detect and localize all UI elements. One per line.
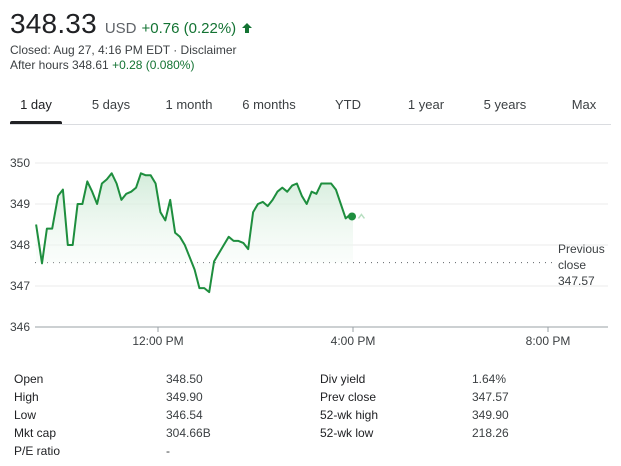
stat-row: Open 348.50: [14, 370, 614, 388]
after-hours-info: After hours 348.61 +0.28 (0.080%): [10, 58, 253, 73]
last-price-dot: [348, 212, 356, 221]
price-chart[interactable]: 346 347 348 349 350 12:00 PM 4:00 PM 8:00 PM Pre…: [0, 140, 621, 355]
stat-label: 52-wk low: [320, 426, 374, 440]
price-area-fill: [36, 173, 353, 293]
stat-row: Mkt cap 304.66B: [14, 424, 614, 442]
stat-label: High: [14, 390, 39, 404]
stat-value: 1.64%: [472, 372, 507, 386]
after-hours-trend-icon: [357, 213, 366, 219]
current-price: 348.33: [10, 8, 97, 39]
stat-row: Low 346.54: [14, 406, 614, 424]
stat-label: 52-wk high: [320, 408, 379, 422]
y-tick-label: 349: [10, 197, 30, 211]
y-tick-label: 346: [10, 320, 30, 334]
stat-label: Mkt cap: [14, 426, 57, 440]
tab-1-day[interactable]: 1 day: [20, 96, 52, 112]
tab-6-months[interactable]: 6 months: [242, 96, 296, 112]
closed-info: Closed: Aug 27, 4:16 PM EDT · Disclaimer: [10, 43, 237, 57]
currency: USD: [104, 20, 137, 37]
arrow-up-icon: [241, 21, 253, 33]
after-hours-price: After hours 348.61: [10, 58, 109, 72]
price-change: +0.76 (0.22%): [141, 20, 237, 37]
range-tabs: 1 day 5 days 1 month 6 months YTD 1 year…: [0, 86, 621, 122]
stat-value: 348.50: [166, 372, 203, 386]
stat-label: Low: [14, 408, 37, 422]
stat-value: 349.90: [166, 390, 203, 404]
x-tick-label: 12:00 PM: [132, 334, 183, 348]
stat-label: P/E ratio: [14, 444, 61, 458]
stat-row: Div yield 1.64%: [14, 370, 614, 388]
stat-row: 52-wk low 218.26: [14, 424, 614, 442]
after-hours-change: +0.28 (0.080%): [112, 58, 195, 72]
stat-label: Prev close: [320, 390, 377, 404]
tab-max[interactable]: Max: [571, 96, 597, 112]
stat-row: P/E ratio -: [14, 442, 614, 460]
y-tick-label: 347: [10, 279, 30, 293]
stat-value: 218.26: [472, 426, 509, 440]
stat-row: High 349.90: [14, 388, 614, 406]
x-tick-label: 8:00 PM: [526, 334, 571, 348]
stat-value: -: [166, 444, 170, 458]
price-series-line: [35, 172, 354, 294]
y-tick-label: 348: [10, 238, 30, 252]
tab-1-year[interactable]: 1 year: [407, 96, 445, 112]
stat-label: Open: [14, 372, 44, 386]
tab-5-years[interactable]: 5 years: [483, 96, 527, 112]
x-tick-label: 4:00 PM: [331, 334, 376, 348]
stat-value: 346.54: [166, 408, 203, 422]
tab-5-days[interactable]: 5 days: [91, 96, 131, 112]
previous-close-label: Previous: [558, 242, 605, 256]
tab-ytd[interactable]: YTD: [335, 96, 361, 112]
stat-value: 304.66B: [166, 426, 211, 440]
tab-1-month[interactable]: 1 month: [165, 96, 213, 112]
stat-value: 347.57: [472, 390, 509, 404]
active-tab-indicator: [10, 121, 62, 124]
previous-close-label: 347.57: [558, 274, 595, 288]
stat-row: 52-wk high 349.90: [14, 406, 614, 424]
stat-value: 349.90: [472, 408, 509, 422]
stat-row: Prev close 347.57: [14, 388, 614, 406]
tabs-divider: [10, 124, 611, 125]
stat-label: Div yield: [320, 372, 366, 386]
y-tick-label: 350: [10, 156, 30, 170]
previous-close-label: close: [558, 258, 586, 272]
price-row: 348.33 USD +0.76 (0.22%): [10, 8, 253, 40]
quote-header: 348.33 USD +0.76 (0.22%) Closed: Aug 27,…: [10, 8, 253, 73]
